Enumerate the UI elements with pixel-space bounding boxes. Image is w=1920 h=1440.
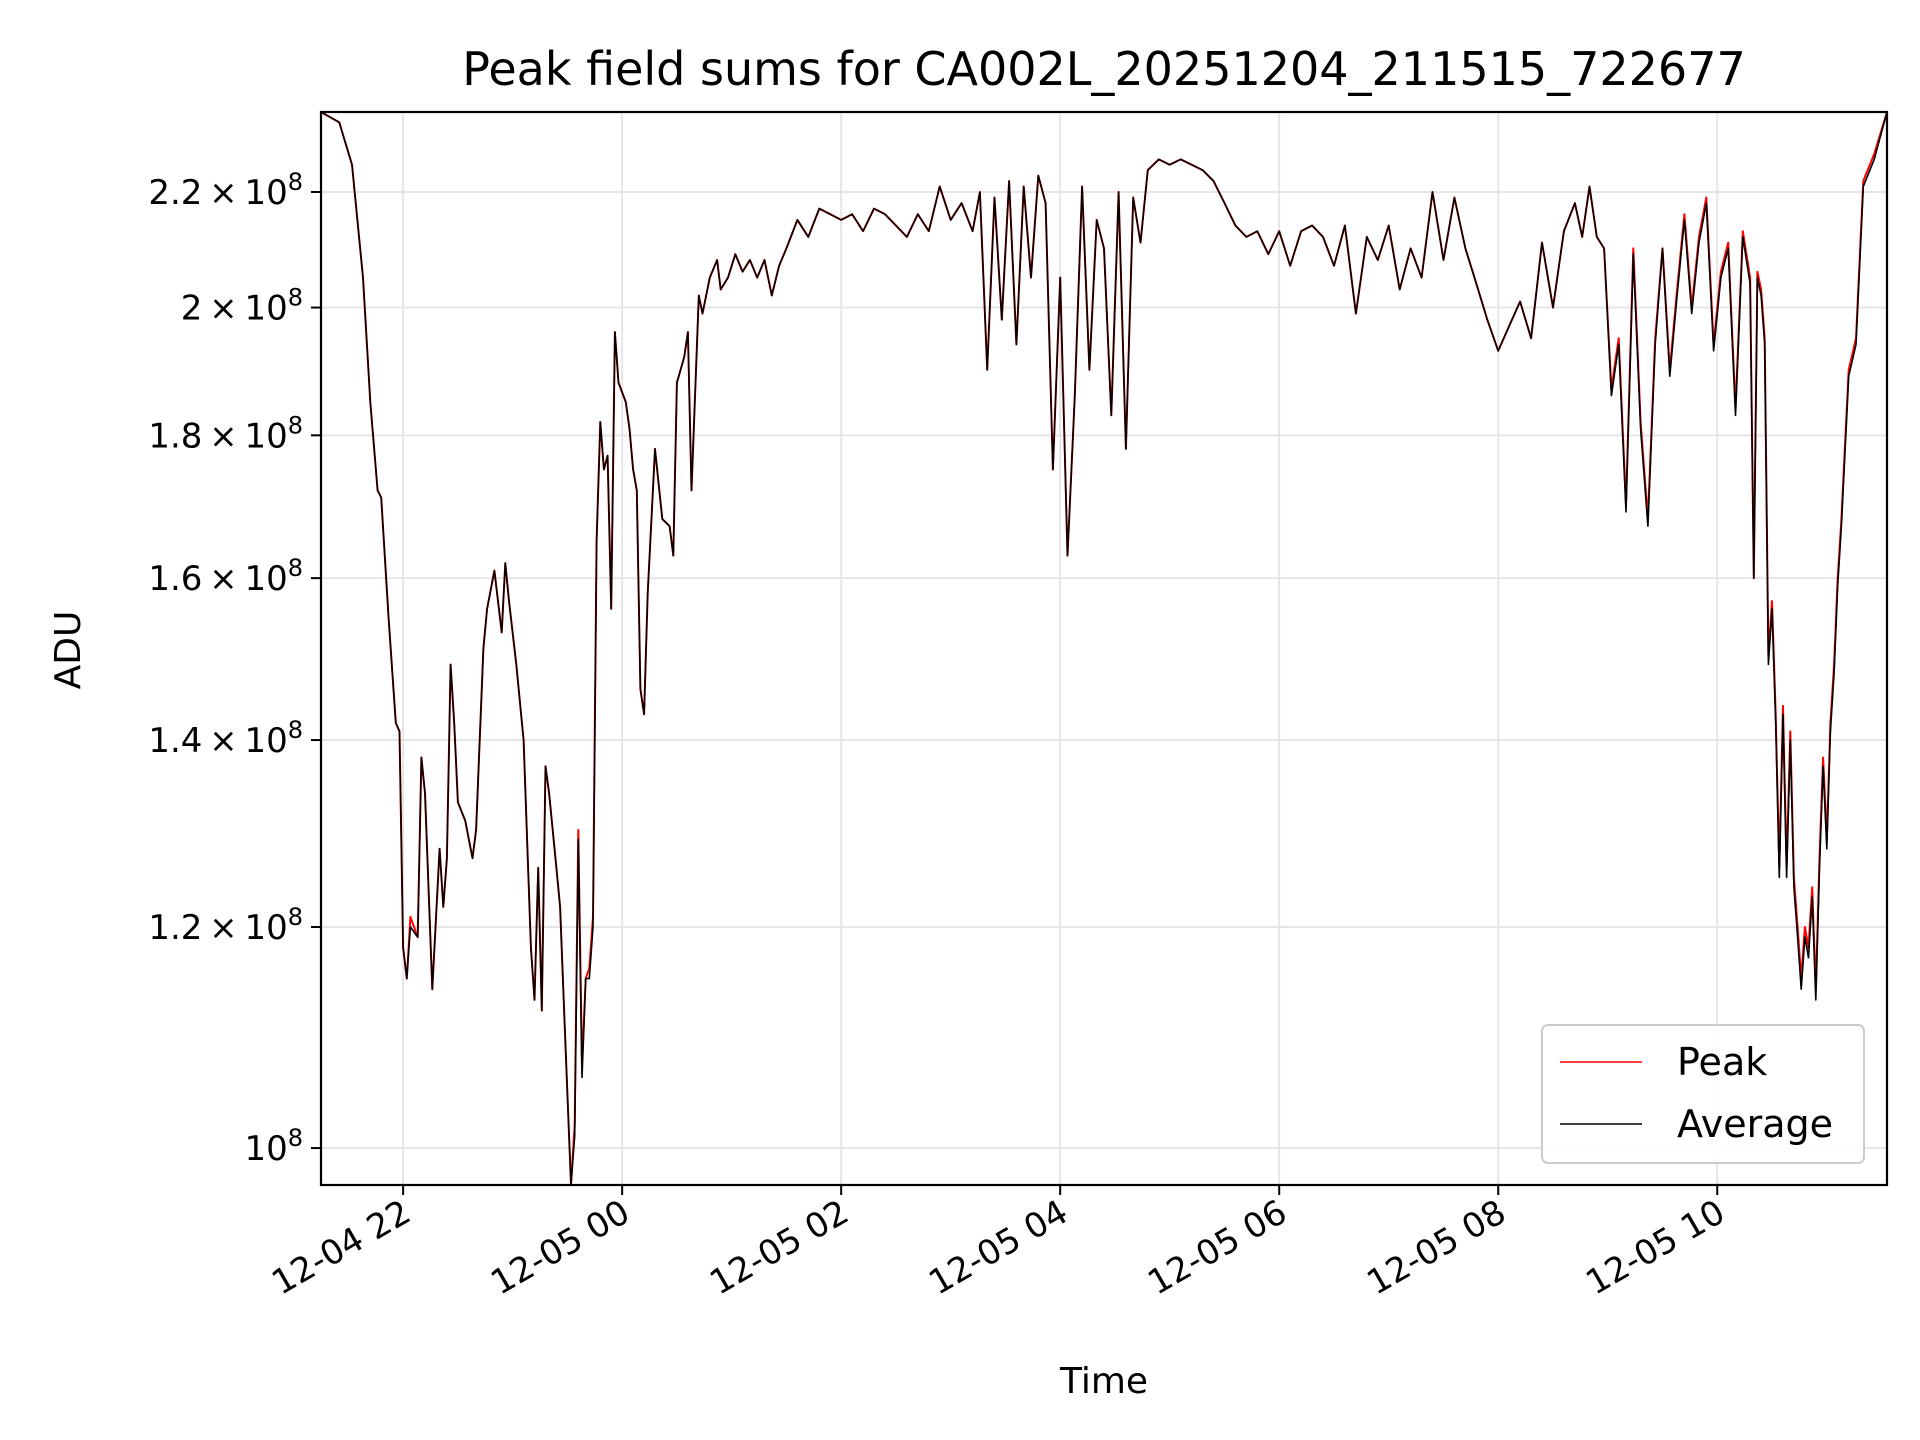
series-lines <box>320 111 1888 1186</box>
x-tick-label: 12-05 02 <box>703 1192 855 1303</box>
y-axis: 108 1.2 × 108 1.4 × 108 1.6 × 108 1.8 × 108 2… <box>148 168 321 1169</box>
x-axis-label: Time <box>1059 1361 1148 1402</box>
x-axis: 12-04 22 12-05 00 12-05 02 12-05 04 12-05 06… <box>265 1185 1732 1303</box>
x-tick-label: 12-05 00 <box>484 1192 636 1303</box>
chart-title: Peak field sums for CA002L_20251204_2115… <box>462 42 1745 96</box>
x-tick-label: 12-05 10 <box>1579 1192 1731 1303</box>
y-tick-label: 2.2 × 108 <box>148 168 303 213</box>
legend-label-average: Average <box>1677 1102 1833 1146</box>
legend-label-peak: Peak <box>1677 1040 1767 1084</box>
y-tick-label: 1.6 × 108 <box>148 554 303 599</box>
x-tick-label: 12-04 22 <box>265 1192 417 1303</box>
plot-frame <box>319 110 1889 1187</box>
y-axis-label: ADU <box>48 611 89 690</box>
x-tick-label: 12-05 08 <box>1360 1192 1512 1303</box>
y-tick-label: 2 × 108 <box>181 284 303 329</box>
legend: Peak Average <box>1541 1024 1865 1164</box>
legend-box <box>1541 1024 1865 1164</box>
y-tick-label: 1.4 × 108 <box>148 716 303 761</box>
y-tick-label: 1.2 × 108 <box>148 903 303 948</box>
y-tick-label: 108 <box>244 1124 303 1169</box>
x-tick-label: 12-05 06 <box>1141 1192 1293 1303</box>
y-tick-label: 1.8 × 108 <box>148 411 303 456</box>
x-tick-label: 12-05 04 <box>922 1192 1074 1303</box>
series-line-average <box>320 111 1888 1186</box>
